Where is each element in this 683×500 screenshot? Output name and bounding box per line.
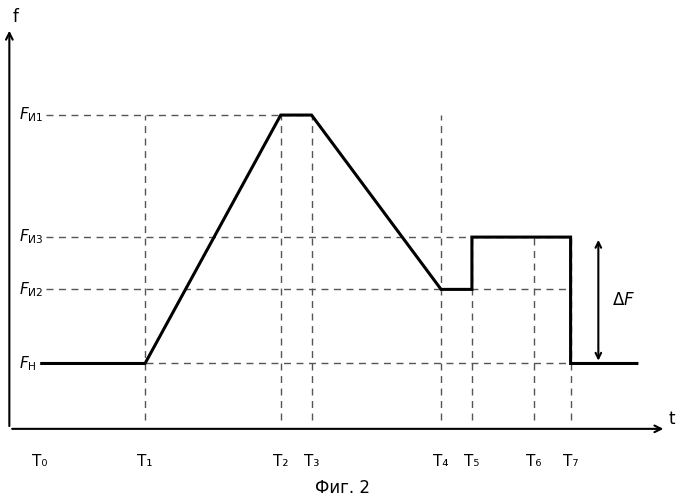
- Text: T₂: T₂: [273, 454, 288, 469]
- Text: T₅: T₅: [464, 454, 479, 469]
- Text: T₃: T₃: [304, 454, 319, 469]
- Text: T₆: T₆: [526, 454, 541, 469]
- Text: Фиг. 2: Фиг. 2: [315, 478, 370, 496]
- Text: $F_{\mathregular{И2}}$: $F_{\mathregular{И2}}$: [18, 280, 43, 298]
- Text: $F_{\mathregular{И3}}$: $F_{\mathregular{И3}}$: [18, 228, 43, 246]
- Text: T₀: T₀: [32, 454, 48, 469]
- Text: $F_{\mathregular{И1}}$: $F_{\mathregular{И1}}$: [18, 106, 43, 124]
- Text: $\Delta F$: $\Delta F$: [612, 292, 635, 310]
- Text: $F_{\mathregular{Н}}$: $F_{\mathregular{Н}}$: [18, 354, 36, 373]
- Text: T₄: T₄: [433, 454, 449, 469]
- Text: f: f: [12, 8, 18, 26]
- Text: T₇: T₇: [563, 454, 579, 469]
- Text: t: t: [668, 410, 675, 428]
- Text: T₁: T₁: [137, 454, 153, 469]
